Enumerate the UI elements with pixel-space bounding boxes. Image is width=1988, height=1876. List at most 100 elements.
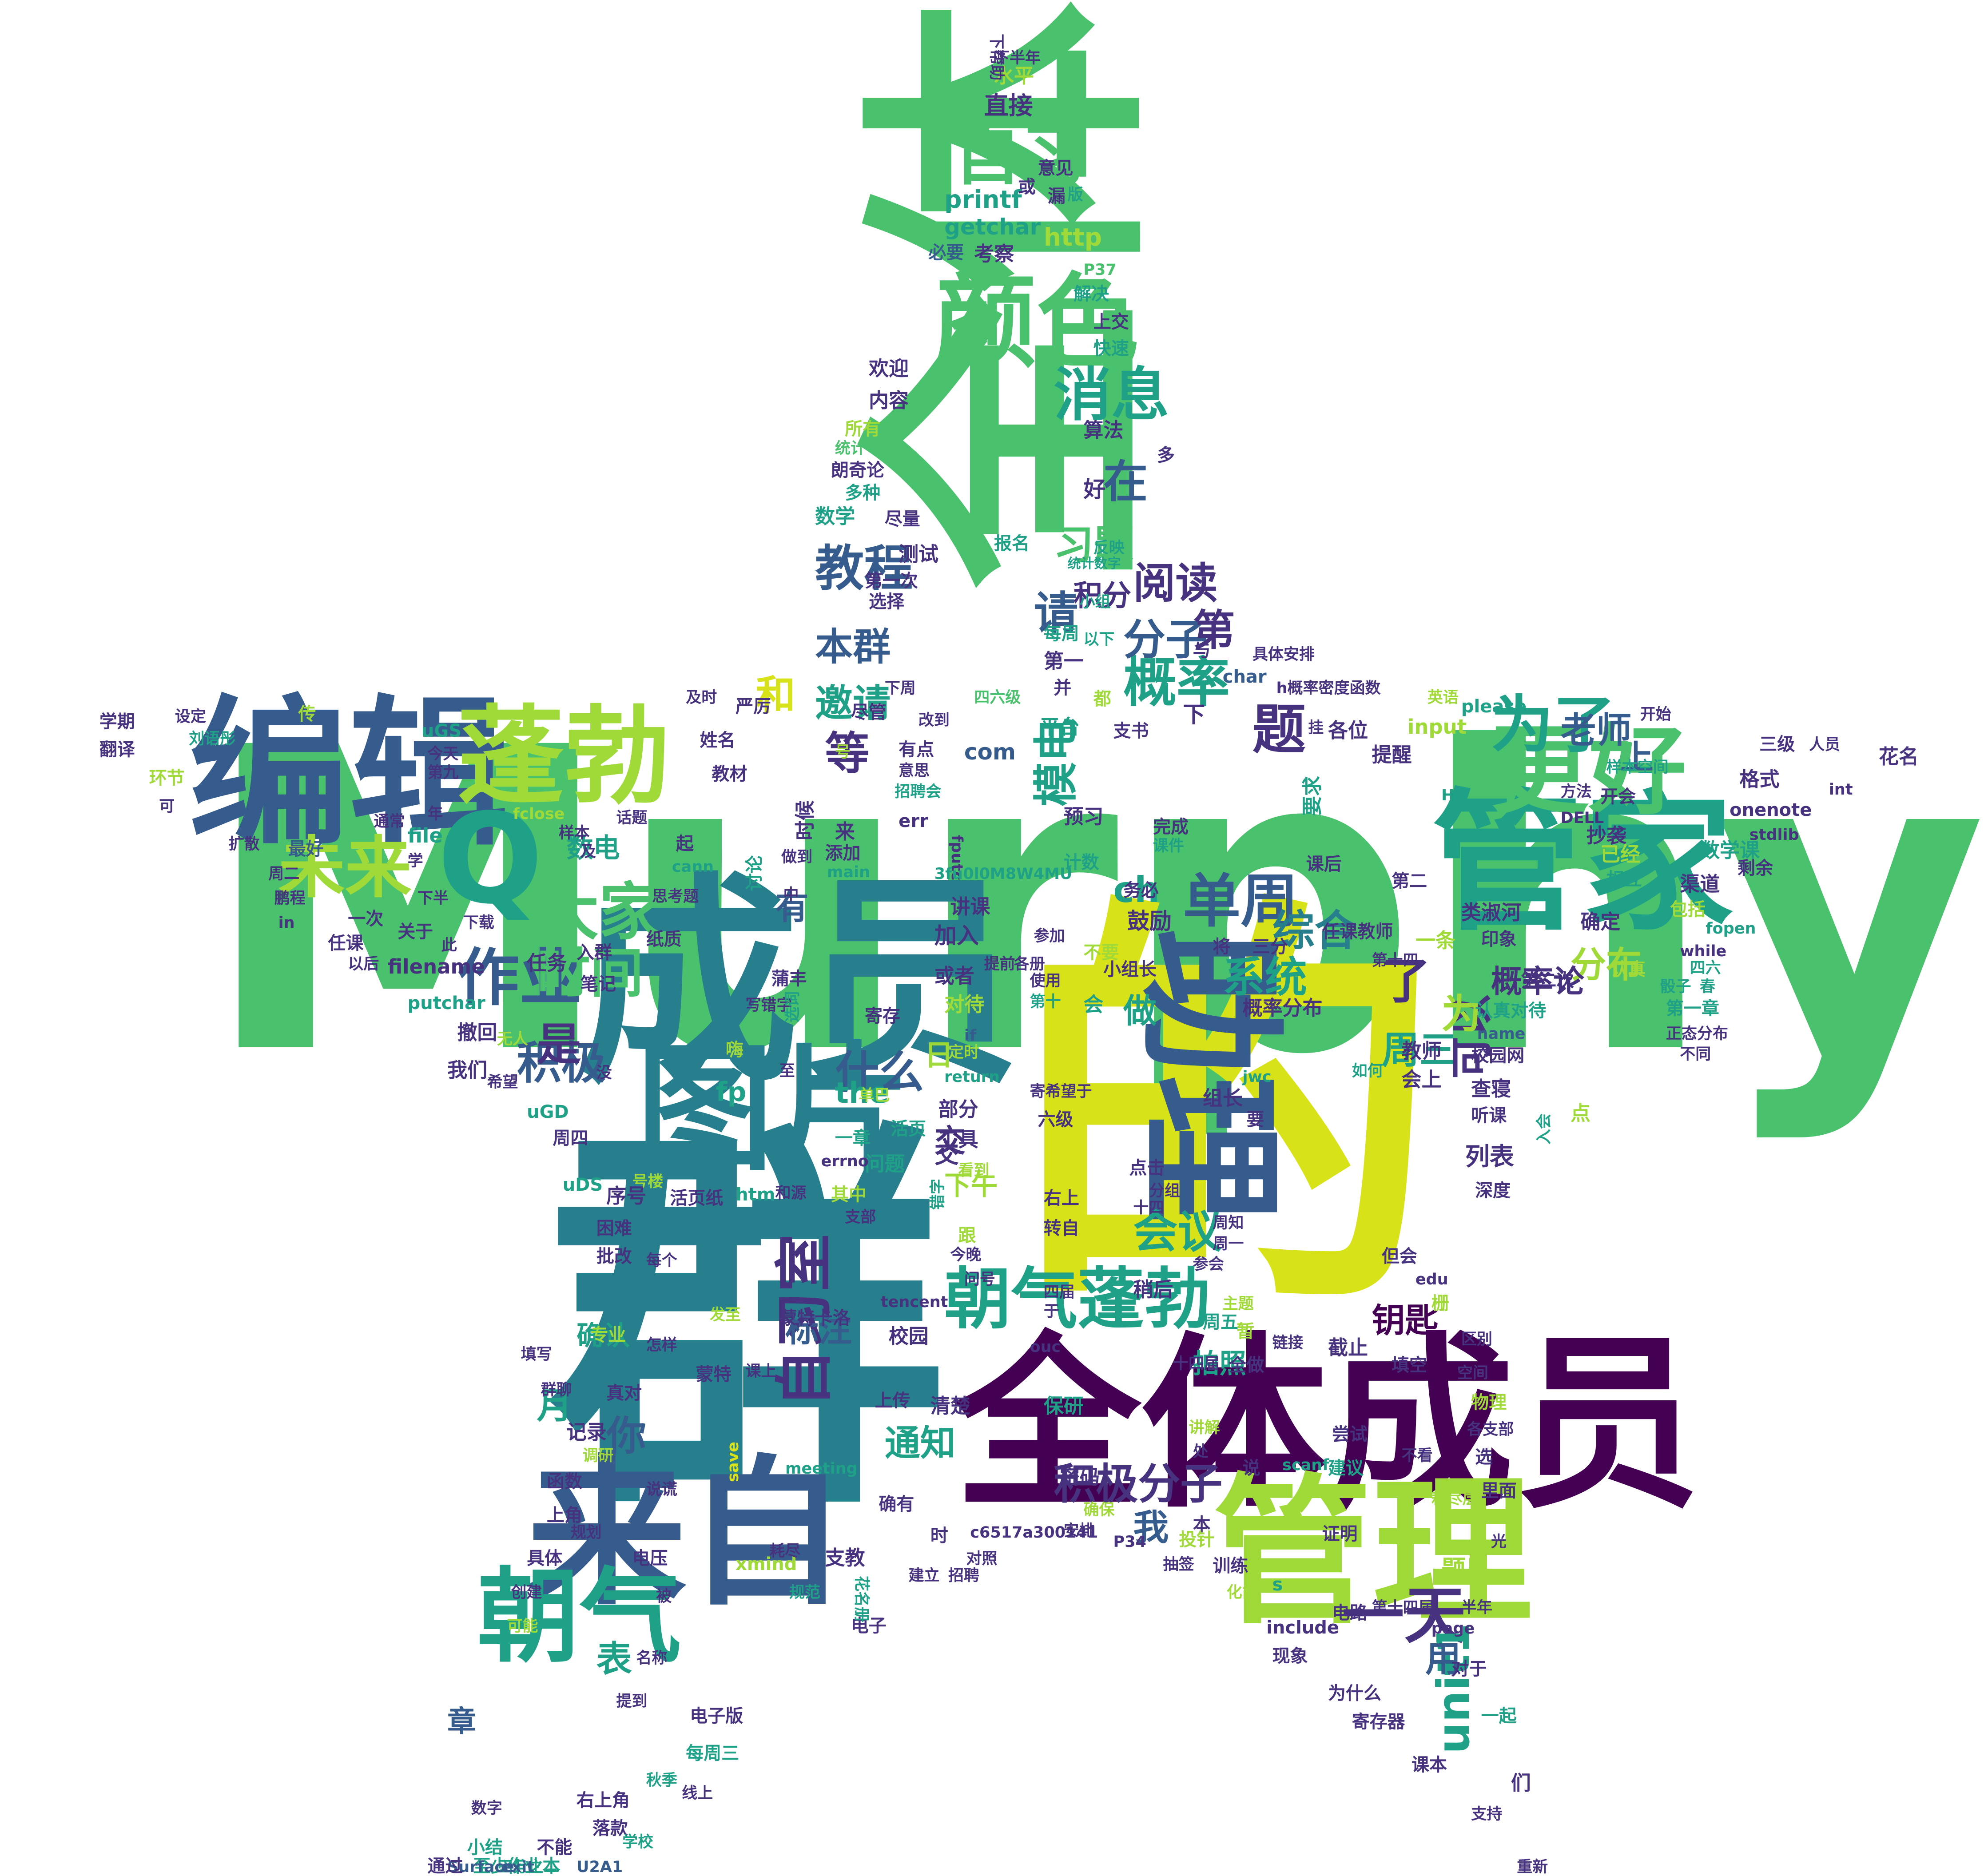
word-cloud-word: P37 [1083, 261, 1117, 279]
word-cloud-word: 务必 [1123, 880, 1159, 901]
word-cloud-word: printf [944, 185, 1022, 214]
word-cloud-word: 十四 [1133, 1199, 1165, 1217]
word-cloud-word: 章 [447, 1705, 477, 1738]
word-cloud-word: 鹏程 [274, 890, 306, 908]
word-cloud-word: 下周 [884, 680, 916, 698]
word-cloud-word: 积分 [1074, 579, 1132, 613]
word-cloud-word: 会 [1083, 992, 1104, 1016]
word-cloud-word: 内容 [869, 388, 909, 412]
word-cloud-word: 没 [596, 1064, 612, 1082]
word-cloud-word: 四六级 [974, 689, 1021, 707]
word-cloud-word: 学校 [622, 1833, 653, 1852]
word-cloud-word: 添加 [825, 843, 861, 863]
word-cloud-word: 定时 [948, 1043, 980, 1061]
word-cloud-word: 最好 [288, 839, 324, 860]
word-cloud-word: 保研 [1043, 1394, 1084, 1418]
word-cloud-word: int [1829, 781, 1853, 799]
word-cloud-word: 确有 [879, 1494, 914, 1514]
word-cloud-word: 都 [1093, 689, 1111, 710]
word-cloud-word: 分子 [1123, 615, 1208, 664]
word-cloud-word: file [407, 823, 443, 847]
word-cloud-word: edu [1415, 1270, 1448, 1288]
word-cloud-word: 任课教师 [1322, 922, 1393, 942]
word-cloud-word: 转自 [1043, 1218, 1079, 1239]
word-cloud-word: 3fu0l0M8W4MU [934, 865, 1073, 883]
word-cloud-word: 时候 [793, 800, 817, 841]
word-cloud-word: 建立 [908, 1567, 940, 1585]
word-cloud-word: 计数 [1063, 852, 1099, 873]
word-cloud-word: 序号 [606, 1184, 647, 1208]
word-cloud-word: 发至 [709, 1306, 741, 1324]
word-cloud-word: 花名 [1878, 745, 1919, 769]
word-cloud-word: 深度 [1475, 1180, 1511, 1201]
word-cloud-word: 调研 [582, 1447, 614, 1465]
word-cloud-word: 或 [1018, 177, 1036, 198]
word-cloud-word: 意思 [899, 762, 930, 780]
word-cloud-word: 主题 [1222, 1295, 1254, 1313]
word-cloud-word: 活页 [891, 1118, 926, 1139]
word-cloud-word: 数电 [566, 832, 620, 864]
word-cloud-word: 版 [1067, 186, 1083, 204]
word-cloud-word: 一章 [835, 1128, 871, 1149]
word-cloud-word: 统计 [835, 439, 866, 457]
word-cloud-word: input [1408, 715, 1467, 739]
word-cloud-word: 以后 [348, 955, 379, 974]
word-cloud-word: 困难 [596, 1218, 632, 1239]
word-cloud-word: 确保 [1083, 1501, 1115, 1519]
word-cloud-word: 对待 [944, 992, 985, 1016]
word-cloud-word: 课后 [1306, 854, 1342, 875]
word-cloud-word: 作业 [457, 942, 582, 1015]
word-cloud-word: 参会 [1193, 1256, 1224, 1274]
word-cloud-word: 表 [596, 1638, 632, 1680]
word-cloud-word: 翻译 [99, 739, 135, 760]
word-cloud-word: 多 [1157, 445, 1175, 466]
word-cloud-word: 每周 [1043, 623, 1079, 644]
word-cloud-word: 周知 [1213, 1214, 1244, 1232]
word-cloud-word: 各册 [1014, 955, 1045, 974]
word-cloud-word: 编辑 [189, 680, 509, 867]
word-cloud-word: 半年 [1461, 1599, 1492, 1617]
word-cloud-word: 关于 [398, 922, 433, 942]
word-cloud-word: 及时 [686, 689, 717, 707]
word-cloud-word: 教程 [815, 540, 913, 597]
word-cloud-word: 至少 [473, 1856, 509, 1876]
word-cloud-word: 右上 [1043, 1188, 1079, 1209]
word-cloud-word: 意见 [1038, 158, 1074, 179]
word-cloud-word: 传 [298, 704, 316, 725]
word-cloud-word: 本群 [815, 625, 891, 670]
word-cloud-word: 下帮助 [987, 34, 1006, 81]
word-cloud-word: 提前 [984, 955, 1015, 974]
word-cloud-word: 系统 [1222, 953, 1307, 1002]
word-cloud-word: 下半 [417, 890, 449, 908]
word-cloud-word: 四六 [1690, 959, 1721, 977]
word-cloud-word: 下载 [463, 914, 494, 932]
word-cloud-word: 批改 [596, 1246, 632, 1267]
word-cloud-word: 清楚 [930, 1394, 970, 1418]
word-cloud-word: 考察 [974, 242, 1014, 266]
word-cloud-word: 剩余 [1738, 858, 1773, 878]
word-cloud-word: 一条 [1415, 929, 1455, 953]
word-cloud-word: 所有 [845, 419, 881, 440]
word-cloud-word: 暂 [1237, 1321, 1255, 1342]
word-cloud-word: 朗奇论 [831, 460, 884, 481]
word-cloud-word: getchar [944, 214, 1041, 240]
word-cloud-word: 今天 [427, 745, 459, 763]
word-cloud-word: 耗尽 [769, 1542, 801, 1561]
word-cloud-word: 印象 [1481, 929, 1517, 950]
word-cloud-word: if [964, 1026, 977, 1045]
word-cloud-word: 抄袭 [1586, 823, 1626, 847]
word-cloud-word: please [1461, 696, 1527, 717]
word-cloud-word: 下 [1183, 702, 1205, 727]
word-cloud-word: 多种 [845, 482, 881, 503]
word-cloud-word: 规范 [789, 1584, 820, 1602]
word-cloud-word: 上交 [1093, 312, 1129, 333]
word-cloud-word: 单巴 [859, 1086, 890, 1105]
word-cloud-word: 类淑河 [1461, 900, 1521, 924]
word-cloud-word: 会议 [1133, 1206, 1222, 1258]
word-cloud-word: 六级 [1038, 1109, 1074, 1130]
word-cloud-word: 是 [537, 1018, 581, 1071]
word-cloud-word: 反映 [1093, 539, 1125, 557]
word-cloud-word: 更好 [1491, 714, 1687, 828]
word-cloud-word: 尽量 [884, 509, 920, 529]
word-cloud-word: 直接 [984, 91, 1033, 120]
